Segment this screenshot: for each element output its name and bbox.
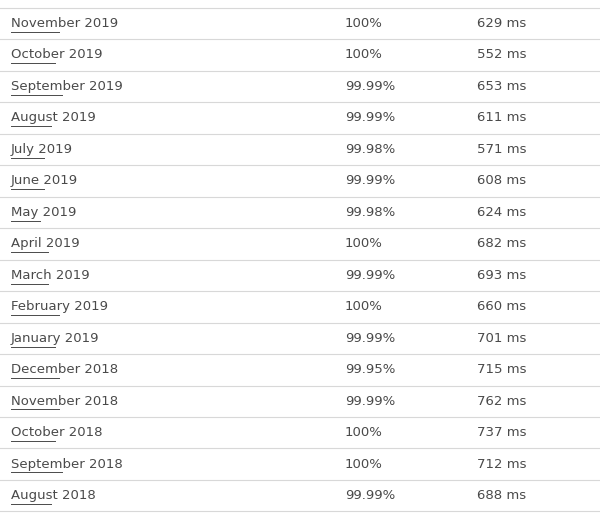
Bar [0, 480, 600, 511]
Text: 99.99%: 99.99% [345, 489, 395, 502]
Bar [0, 70, 600, 102]
Text: October 2019: October 2019 [11, 48, 102, 62]
Text: 608 ms: 608 ms [477, 174, 526, 188]
Bar [0, 354, 600, 386]
Text: November 2019: November 2019 [11, 17, 118, 30]
Bar [0, 323, 600, 354]
Text: August 2018: August 2018 [11, 489, 95, 502]
Text: 737 ms: 737 ms [477, 426, 527, 439]
Text: 100%: 100% [345, 237, 383, 250]
Bar [0, 417, 600, 448]
Bar [0, 165, 600, 197]
Text: 100%: 100% [345, 457, 383, 471]
Text: 624 ms: 624 ms [477, 206, 526, 219]
Text: 611 ms: 611 ms [477, 112, 526, 124]
Text: June 2019: June 2019 [11, 174, 78, 188]
Text: August 2019: August 2019 [11, 112, 95, 124]
Text: 653 ms: 653 ms [477, 80, 526, 93]
Text: 688 ms: 688 ms [477, 489, 526, 502]
Text: 99.99%: 99.99% [345, 269, 395, 282]
Bar [0, 386, 600, 417]
Text: 100%: 100% [345, 300, 383, 314]
Text: 701 ms: 701 ms [477, 332, 526, 345]
Text: April 2019: April 2019 [11, 237, 79, 250]
Text: December 2018: December 2018 [11, 363, 118, 376]
Text: 552 ms: 552 ms [477, 48, 527, 62]
Bar [0, 8, 600, 39]
Text: 762 ms: 762 ms [477, 395, 526, 408]
Text: 99.98%: 99.98% [345, 143, 395, 156]
Text: 99.99%: 99.99% [345, 332, 395, 345]
Text: 99.99%: 99.99% [345, 80, 395, 93]
Text: 715 ms: 715 ms [477, 363, 527, 376]
Bar [0, 39, 600, 70]
Text: September 2018: September 2018 [11, 457, 122, 471]
Text: September 2019: September 2019 [11, 80, 122, 93]
Text: 100%: 100% [345, 48, 383, 62]
Text: 99.99%: 99.99% [345, 395, 395, 408]
Text: 99.99%: 99.99% [345, 112, 395, 124]
Bar [0, 448, 600, 480]
Text: 629 ms: 629 ms [477, 17, 526, 30]
Text: 693 ms: 693 ms [477, 269, 526, 282]
Text: 100%: 100% [345, 17, 383, 30]
Text: March 2019: March 2019 [11, 269, 89, 282]
Text: July 2019: July 2019 [11, 143, 73, 156]
Text: 682 ms: 682 ms [477, 237, 526, 250]
Text: 100%: 100% [345, 426, 383, 439]
Bar [0, 291, 600, 323]
Text: 712 ms: 712 ms [477, 457, 527, 471]
Text: May 2019: May 2019 [11, 206, 76, 219]
Bar [0, 197, 600, 228]
Text: 99.98%: 99.98% [345, 206, 395, 219]
Bar [0, 134, 600, 165]
Bar [0, 102, 600, 134]
Text: January 2019: January 2019 [11, 332, 100, 345]
Bar [0, 228, 600, 260]
Text: 660 ms: 660 ms [477, 300, 526, 314]
Text: 99.95%: 99.95% [345, 363, 395, 376]
Text: October 2018: October 2018 [11, 426, 102, 439]
Text: November 2018: November 2018 [11, 395, 118, 408]
Text: 99.99%: 99.99% [345, 174, 395, 188]
Bar [0, 260, 600, 291]
Text: February 2019: February 2019 [11, 300, 108, 314]
Text: 571 ms: 571 ms [477, 143, 527, 156]
